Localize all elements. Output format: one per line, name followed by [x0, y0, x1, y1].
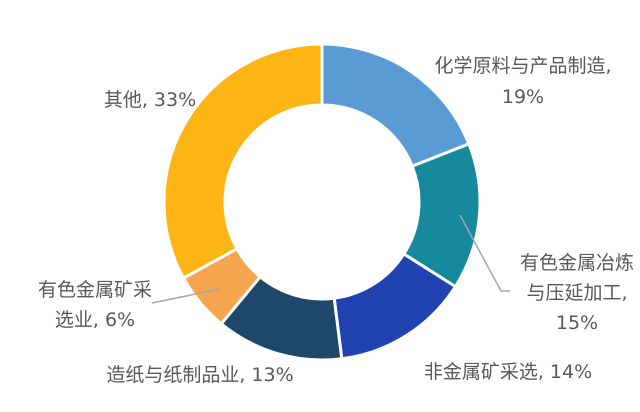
label-line: 15%	[555, 312, 599, 334]
label-nonmetal-ore-mining: 非金属矿采选, 14%	[418, 357, 598, 387]
leader-line-smelting	[459, 214, 510, 292]
leader-line-ore-mining	[151, 288, 221, 304]
label-line: 有色金属冶炼	[519, 252, 634, 274]
label-line: 非金属矿采选, 14%	[423, 361, 593, 383]
label-line: 有色金属矿采	[37, 279, 152, 301]
label-nonferrous-ore-mining: 有色金属矿采 选业, 6%	[15, 275, 175, 335]
label-other: 其他, 33%	[85, 85, 215, 115]
label-nonferrous-smelting: 有色金属冶炼 与压延加工, 15%	[497, 248, 640, 338]
donut-segments	[162, 42, 482, 362]
label-chemical-raw-materials: 化学原料与产品制造, 19%	[408, 51, 638, 113]
label-line: 与压延加工,	[526, 282, 628, 304]
donut-segment	[162, 42, 324, 280]
label-paper-products: 造纸与纸制品业, 13%	[100, 360, 300, 390]
label-line: 选业, 6%	[54, 309, 136, 331]
label-line: 化学原料与产品制造,	[434, 55, 612, 77]
label-line: 19%	[501, 86, 545, 108]
label-line: 造纸与纸制品业, 13%	[106, 364, 294, 386]
label-line: 其他, 33%	[103, 89, 197, 111]
